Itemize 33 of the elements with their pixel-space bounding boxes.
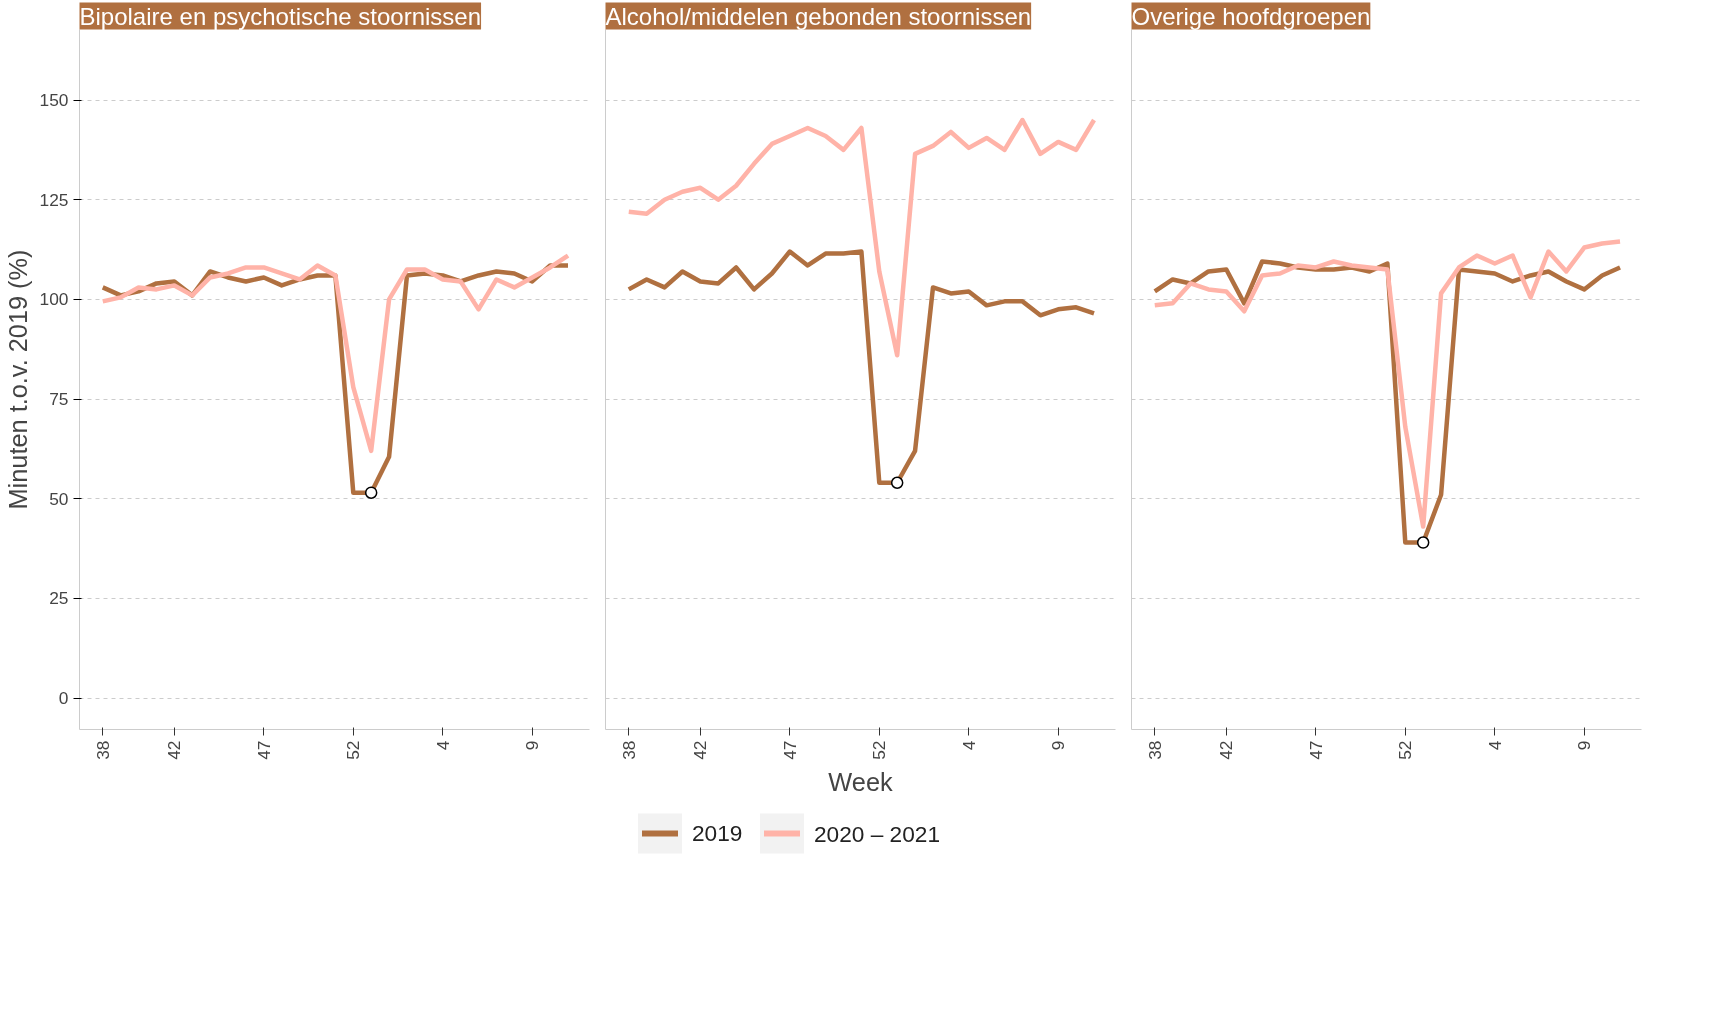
x-tick-label: 47 xyxy=(253,740,274,760)
legend-label: 2020 – 2021 xyxy=(814,820,940,847)
chart-title: Overige hoofdgroepen xyxy=(1131,2,1371,30)
x-tick-label: 38 xyxy=(1144,740,1165,760)
x-tick-label: 52 xyxy=(343,740,364,760)
x-tick-label: 38 xyxy=(618,740,639,760)
y-tick-label: 0 xyxy=(58,688,69,709)
x-tick-label: 38 xyxy=(92,740,113,760)
x-tick-label: 47 xyxy=(1305,740,1326,760)
x-tick-label: 52 xyxy=(1395,740,1416,760)
y-tick-label: 25 xyxy=(49,588,69,609)
x-tick-label: 9 xyxy=(1574,740,1595,751)
legend-label: 2019 xyxy=(692,820,743,846)
x-tick-label: 4 xyxy=(1484,740,1505,751)
y-axis-title: Minuten t.o.v. 2019 (%) xyxy=(3,249,32,510)
y-tick-label: 100 xyxy=(39,289,69,310)
line-series xyxy=(100,253,571,454)
y-tick-label: 75 xyxy=(49,389,69,410)
x-tick-label: 47 xyxy=(779,740,800,760)
x-axis-title: Week xyxy=(828,767,893,796)
y-tick-label: 150 xyxy=(39,90,69,111)
x-tick-label: 42 xyxy=(1216,740,1237,760)
x-tick-label: 42 xyxy=(164,740,185,760)
y-tick-label: 125 xyxy=(39,189,69,210)
x-tick-label: 42 xyxy=(690,740,711,760)
x-tick-label: 52 xyxy=(869,740,890,760)
x-tick-label: 4 xyxy=(958,740,979,751)
chart-title: Alcohol/middelen gebonden stoornissen xyxy=(605,2,1032,30)
x-tick-label: 4 xyxy=(432,740,453,751)
y-tick-label: 50 xyxy=(49,488,69,509)
chart-title: Bipolaire en psychotische stoornissen xyxy=(79,2,482,30)
x-tick-label: 9 xyxy=(1048,740,1069,751)
x-tick-label: 9 xyxy=(522,740,543,751)
